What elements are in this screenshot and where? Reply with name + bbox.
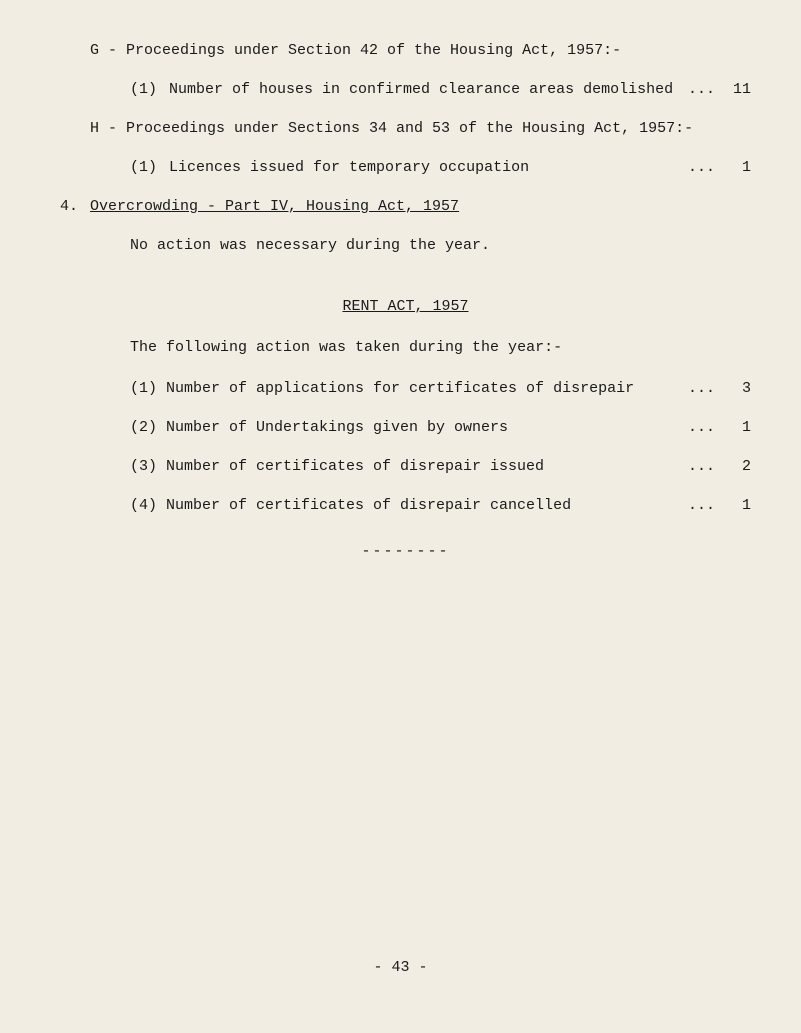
rent-item-1-label: (1) xyxy=(130,378,166,399)
section-g-item-1: (1) Number of houses in confirmed cleara… xyxy=(130,79,751,100)
section-h-item-1: (1) Licences issued for temporary occupa… xyxy=(130,157,751,178)
rent-item-2: (2) Number of Undertakings given by owne… xyxy=(130,417,751,438)
rent-item-2-dots: ... xyxy=(688,417,715,438)
rent-item-2-text: Number of Undertakings given by owners xyxy=(166,417,682,438)
rent-act-title: RENT ACT, 1957 xyxy=(60,296,751,317)
section-g-item-1-label: (1) xyxy=(130,79,157,100)
section-4-label: 4. xyxy=(60,196,90,235)
rent-item-3-label: (3) xyxy=(130,456,166,477)
page-number: - 43 - xyxy=(0,957,801,978)
rent-item-3: (3) Number of certificates of disrepair … xyxy=(130,456,751,477)
section-4-row: 4. Overcrowding - Part IV, Housing Act, … xyxy=(60,196,751,235)
divider-dashes: -------- xyxy=(60,541,751,562)
rent-item-4-value: 1 xyxy=(727,495,751,516)
section-4-heading: Overcrowding - Part IV, Housing Act, 195… xyxy=(90,196,459,217)
rent-item-2-value: 1 xyxy=(727,417,751,438)
section-g-item-1-text: Number of houses in confirmed clearance … xyxy=(169,79,682,100)
rent-item-1-value: 3 xyxy=(727,378,751,399)
rent-item-4-dots: ... xyxy=(688,495,715,516)
section-h-item-1-value: 1 xyxy=(727,157,751,178)
rent-item-4-label: (4) xyxy=(130,495,166,516)
section-h-heading: H - Proceedings under Sections 34 and 53… xyxy=(90,118,751,139)
rent-item-3-value: 2 xyxy=(727,456,751,477)
section-h-item-1-text: Licences issued for temporary occupation xyxy=(169,157,682,178)
section-h-item-1-dots: ... xyxy=(688,157,715,178)
rent-act-intro: The following action was taken during th… xyxy=(130,337,751,358)
section-g-item-1-dots: ... xyxy=(688,79,715,100)
rent-item-1-dots: ... xyxy=(688,378,715,399)
rent-item-1-text: Number of applications for certificates … xyxy=(166,378,682,399)
section-g-heading: G - Proceedings under Section 42 of the … xyxy=(90,40,751,61)
rent-item-4-text: Number of certificates of disrepair canc… xyxy=(166,495,682,516)
rent-item-1: (1) Number of applications for certifica… xyxy=(130,378,751,399)
section-g-heading-text: G - Proceedings under Section 42 of the … xyxy=(90,40,751,61)
rent-item-3-text: Number of certificates of disrepair issu… xyxy=(166,456,682,477)
section-4-no-action: No action was necessary during the year. xyxy=(130,235,751,256)
rent-item-4: (4) Number of certificates of disrepair … xyxy=(130,495,751,516)
section-h-item-1-label: (1) xyxy=(130,157,157,178)
section-h-heading-text: H - Proceedings under Sections 34 and 53… xyxy=(90,118,751,139)
rent-item-2-label: (2) xyxy=(130,417,166,438)
rent-item-3-dots: ... xyxy=(688,456,715,477)
section-g-item-1-value: 11 xyxy=(727,79,751,100)
